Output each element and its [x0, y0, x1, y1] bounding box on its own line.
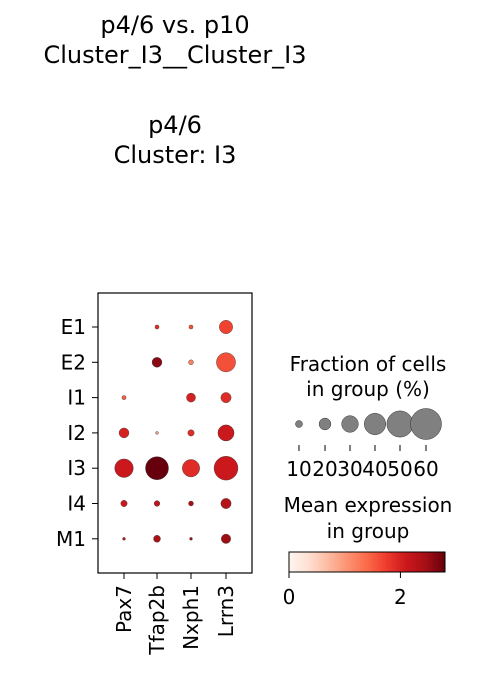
dot-e2-lrrn3 — [216, 352, 236, 373]
title-line-3: p4/6 — [148, 111, 202, 139]
dot-i3-nxph1 — [182, 459, 200, 478]
dot-e1-tfap2b — [154, 324, 160, 330]
dot-i1-lrrn3 — [220, 392, 232, 403]
dot-i3-tfap2b — [145, 456, 169, 480]
size-legend-title-2: in group (%) — [306, 377, 430, 401]
x-tick-label: Tfap2b — [145, 585, 169, 656]
color-legend-title-2: in group — [327, 519, 410, 543]
size-legend-label: 30 — [337, 457, 362, 481]
size-legend-dot — [341, 415, 359, 433]
size-legend-title-1: Fraction of cells — [290, 352, 447, 376]
dot-e2-tfap2b — [151, 357, 163, 368]
size-legend-dot — [386, 410, 414, 438]
dot-m1-pax7 — [122, 537, 126, 541]
size-legend-dot — [318, 417, 332, 431]
y-tick-label: E2 — [61, 350, 86, 374]
chart-subtitle: p4/6 Cluster: I3 — [0, 110, 350, 170]
dot-i4-pax7 — [120, 500, 128, 507]
y-tick-label: I3 — [67, 456, 86, 480]
y-tick-label: M1 — [56, 527, 86, 551]
dot-i4-nxph1 — [188, 500, 194, 507]
dot-m1-lrrn3 — [221, 533, 231, 544]
dot-i3-pax7 — [114, 458, 134, 478]
title-line-1: p4/6 vs. p10 — [100, 11, 250, 39]
size-legend-label: 60 — [413, 457, 438, 481]
y-tick-label: E1 — [61, 315, 86, 339]
size-legend-label: 40 — [362, 457, 387, 481]
dot-i2-nxph1 — [187, 429, 195, 437]
dot-i1-nxph1 — [186, 392, 196, 403]
dot-m1-tfap2b — [153, 535, 161, 543]
dot-m1-nxph1 — [189, 537, 193, 541]
chart-title: p4/6 vs. p10 Cluster_I3__Cluster_I3 — [0, 10, 350, 70]
size-legend-dot — [295, 420, 303, 428]
dot-e2-nxph1 — [188, 359, 194, 365]
colorbar — [288, 551, 446, 573]
size-legend-dot — [410, 408, 442, 440]
colorbar-tick-label: 0 — [283, 585, 296, 609]
dot-i3-lrrn3 — [213, 456, 239, 481]
dot-e1-nxph1 — [188, 324, 194, 330]
dot-e1-lrrn3 — [219, 320, 233, 334]
size-legend-dot — [364, 413, 386, 435]
colorbar-tick-label: 2 — [394, 585, 407, 609]
dot-i1-pax7 — [121, 395, 127, 400]
title-line-4: Cluster: I3 — [113, 141, 237, 169]
x-tick-label: Pax7 — [112, 585, 136, 633]
size-legend-label: 50 — [387, 457, 412, 481]
y-tick-label: I4 — [67, 492, 86, 516]
color-legend-title-1: Mean expression — [284, 493, 453, 517]
y-tick-label: I2 — [67, 421, 86, 445]
dot-i2-pax7 — [118, 427, 130, 439]
dot-i4-lrrn3 — [220, 498, 232, 509]
dot-i2-lrrn3 — [217, 424, 235, 442]
dot-i2-tfap2b — [155, 431, 159, 435]
dot-i4-tfap2b — [153, 500, 161, 507]
size-legend-label: 20 — [312, 457, 337, 481]
x-tick-label: Nxph1 — [179, 585, 203, 650]
y-tick-label: I1 — [67, 386, 86, 410]
x-tick-label: Lrrn3 — [214, 585, 238, 637]
size-legend-label: 10 — [286, 457, 311, 481]
title-line-2: Cluster_I3__Cluster_I3 — [43, 41, 307, 69]
